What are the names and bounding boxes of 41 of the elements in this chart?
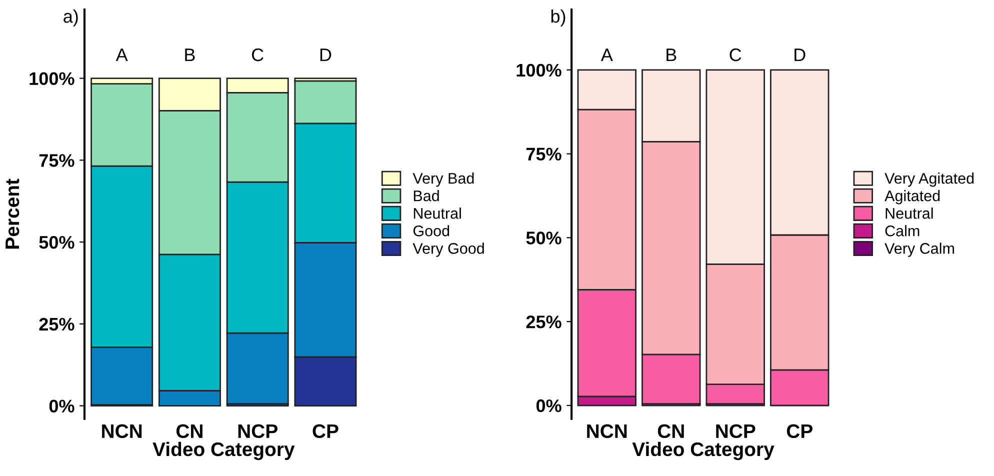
- x-tick-label: CP: [312, 424, 338, 438]
- legend-label: Agitated: [884, 190, 940, 204]
- y-tick-label: 75%: [526, 148, 562, 161]
- y-tick-label: 100%: [30, 72, 74, 86]
- text: a): [64, 10, 78, 26]
- x-tick-label: NCN: [102, 424, 142, 438]
- annotation: C: [730, 48, 742, 62]
- y-tick-label: 50%: [39, 236, 74, 249]
- y-tick-label: 75%: [39, 154, 74, 167]
- annotation: D: [794, 48, 806, 62]
- legend-label: Good: [413, 225, 450, 236]
- annotation: B: [666, 48, 676, 62]
- y-tick-label: 100%: [516, 64, 562, 77]
- annotation: B: [185, 48, 195, 62]
- legend-label: Bad: [414, 190, 439, 202]
- legend-label: Neutral: [886, 208, 933, 219]
- annotation: A: [600, 48, 613, 62]
- y-tick-label: 0%: [536, 399, 562, 412]
- legend-label: Very Bad: [412, 172, 474, 187]
- x-tick-label: CN: [176, 424, 202, 438]
- text: b): [551, 10, 566, 26]
- legend-label: Very Calm: [884, 242, 954, 257]
- legend-label: Very Good: [412, 242, 484, 257]
- x-tick-label: NCN: [587, 424, 627, 438]
- legend-label: Neutral: [414, 208, 461, 219]
- y-tick-label: 25%: [39, 318, 74, 331]
- legend-label: Calm: [885, 225, 920, 236]
- x-tick-label: CP: [786, 424, 812, 438]
- y-axis-title: Percent: [6, 178, 20, 249]
- x-tick-label: NCP: [716, 424, 756, 438]
- legend-label: Very Agitated: [884, 172, 974, 187]
- x-tick-label: CN: [658, 424, 684, 438]
- x-axis-title: Video Category: [152, 442, 295, 460]
- y-tick-label: 25%: [526, 316, 562, 328]
- x-axis-title: Video Category: [632, 442, 774, 460]
- annotation: A: [116, 48, 128, 62]
- x-tick-label: NCP: [238, 424, 278, 438]
- y-tick-label: 0%: [49, 400, 74, 412]
- annotation: C: [252, 48, 264, 62]
- y-tick-label: 50%: [526, 232, 562, 244]
- annotation: D: [320, 48, 332, 62]
